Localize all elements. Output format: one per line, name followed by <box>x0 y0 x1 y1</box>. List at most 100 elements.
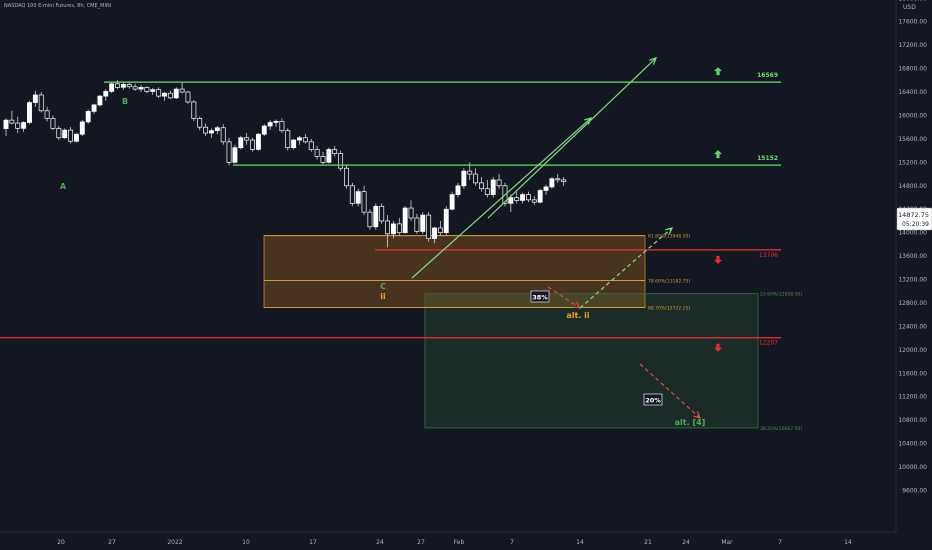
candle-body <box>179 88 185 93</box>
price-tick-label: 18000.00 <box>898 0 927 2</box>
time-tick-label: 14 <box>576 539 584 546</box>
price-tick-label: 14800.00 <box>898 183 927 190</box>
current-price-badge <box>896 207 932 231</box>
wave-label: alt. [4] <box>675 418 706 427</box>
candle-body <box>27 102 32 123</box>
price-tick-label: 10400.00 <box>898 441 927 448</box>
candle-body <box>115 83 120 88</box>
candle-body <box>355 191 361 204</box>
price-tick-label: 17200.00 <box>898 42 927 49</box>
candle-body <box>420 214 426 232</box>
resistance-label: 15152 <box>757 155 778 162</box>
candle-body <box>432 227 437 239</box>
projection-arrow-short <box>411 117 592 279</box>
candle-body <box>385 220 391 235</box>
candle-body <box>209 130 214 134</box>
candle-body <box>132 86 138 90</box>
price-tick-label: 15200.00 <box>898 159 927 166</box>
up-arrow-icon <box>714 150 722 159</box>
time-axis-panel <box>0 532 932 550</box>
time-tick-label: 24 <box>682 539 690 546</box>
candle-body <box>203 126 209 134</box>
candle-body <box>15 122 21 129</box>
fib-label-upper: 88.70%(12722.25) <box>648 306 690 312</box>
fib-label-lower: 38.20%(10667.50) <box>760 426 802 432</box>
price-tick-label: 15600.00 <box>898 136 927 143</box>
wave-label: ii <box>380 292 386 301</box>
candle-body <box>302 137 308 143</box>
currency-label: USD <box>903 4 916 11</box>
price-tick-label: 16800.00 <box>898 66 927 73</box>
candle-body <box>479 182 484 190</box>
fib-label-upper: 61.80%(13948.50) <box>648 234 690 240</box>
candle-body <box>38 94 44 112</box>
candle-body <box>543 186 549 191</box>
price-tick-label: 11200.00 <box>898 394 927 401</box>
candle-body <box>261 125 267 135</box>
candle-body <box>344 167 349 187</box>
candle-body <box>490 179 496 195</box>
candle-body <box>273 120 279 123</box>
price-tick-label: 16400.00 <box>898 89 927 96</box>
candle-body <box>461 170 467 187</box>
fib-zone-green <box>424 293 759 429</box>
time-tick-label: Mar <box>721 539 733 546</box>
countdown-timer: 05:20:39 <box>902 221 929 228</box>
fib-zone-orange <box>263 235 646 308</box>
candle-body <box>91 104 97 112</box>
price-tick-label: 13200.00 <box>898 277 927 284</box>
price-tick-label: 12800.00 <box>898 300 927 307</box>
candle-body <box>320 156 326 163</box>
probability-box <box>643 393 663 406</box>
candle-body <box>379 205 385 222</box>
candle-body <box>561 179 567 183</box>
candle-body <box>85 111 91 123</box>
candle-body <box>144 86 150 92</box>
candle-body <box>267 122 273 127</box>
candle-body <box>173 88 179 99</box>
probability-box <box>530 290 550 303</box>
time-tick-label: 21 <box>644 539 652 546</box>
candle-body <box>426 214 432 239</box>
price-tick-label: 10800.00 <box>898 417 927 424</box>
candle-body <box>185 91 191 103</box>
symbol-header: NASDAQ 100 E-mini Futures, 8h, CME_MINI <box>4 3 112 9</box>
alt-path-down <box>547 286 581 309</box>
time-tick-label: 7 <box>510 539 514 546</box>
price-tick-label: 9600.00 <box>902 488 927 495</box>
candle-body <box>214 127 220 132</box>
alt-path-down-2-head <box>693 411 702 419</box>
alt-path-up-head <box>665 227 674 235</box>
down-arrow-icon <box>714 343 722 352</box>
wave-label: C <box>380 282 386 291</box>
candle-body <box>250 139 255 150</box>
candle-body <box>402 207 408 234</box>
candle-body <box>549 178 555 188</box>
annotations-layer: A B Cii alt. ii alt. [4] 38% 20% <box>60 57 706 427</box>
candle-body <box>332 149 338 154</box>
price-tick-label: 11600.00 <box>898 370 927 377</box>
candle-body <box>373 205 379 228</box>
candle-body <box>21 122 27 129</box>
time-tick-label: 27 <box>417 539 425 546</box>
zones-layer: 61.80%(13948.50) 78.60%(13182.75) 88.70%(1… <box>263 234 802 432</box>
current-price-value: 14872.75 <box>898 211 929 219</box>
price-tick-label: 16000.00 <box>898 112 927 119</box>
candle-body <box>520 194 526 201</box>
candle-body <box>531 199 537 203</box>
candle-body <box>79 121 85 135</box>
candle-body <box>126 84 132 88</box>
up-arrow-icon <box>714 67 722 76</box>
time-tick-label: Feb <box>454 539 465 546</box>
time-tick-label: 17 <box>309 539 317 546</box>
wave-label: B <box>122 97 128 106</box>
price-axis-panel <box>896 0 932 550</box>
candle-body <box>414 217 420 232</box>
candle-body <box>220 127 226 143</box>
probability-label: 20% <box>645 396 661 404</box>
candle-body <box>191 101 197 119</box>
candle-body <box>44 110 50 119</box>
resistance-label: 16569 <box>757 72 778 79</box>
